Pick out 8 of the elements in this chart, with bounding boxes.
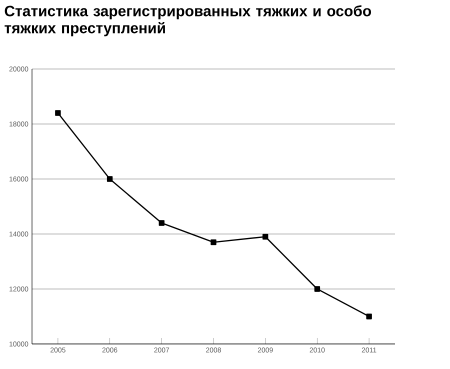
point bbox=[210, 239, 216, 246]
point bbox=[106, 176, 113, 182]
point bbox=[314, 286, 320, 292]
point bbox=[55, 110, 61, 116]
chart-title: Статистика зарегистрированных тяжких и особо тяжких преступлений bbox=[4, 5, 372, 36]
point bbox=[158, 220, 164, 226]
point bbox=[366, 314, 372, 320]
point bbox=[262, 234, 268, 240]
